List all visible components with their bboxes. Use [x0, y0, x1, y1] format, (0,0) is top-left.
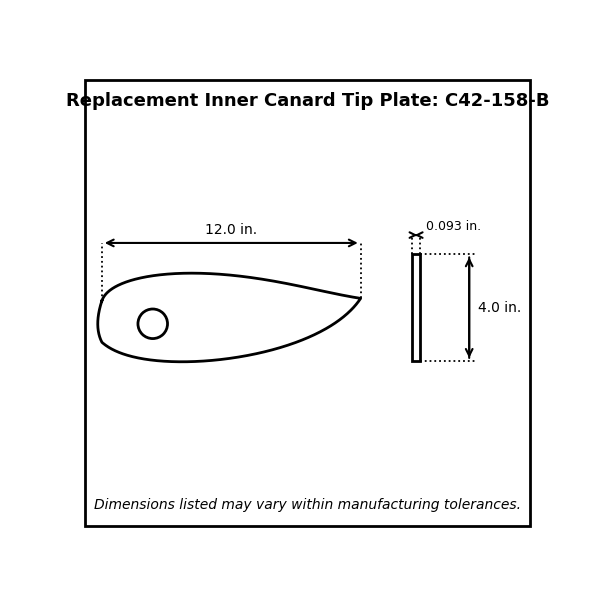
Text: 0.093 in.: 0.093 in. [426, 220, 481, 233]
Bar [412, 254, 420, 361]
Text: Dimensions listed may vary within manufacturing tolerances.: Dimensions listed may vary within manufa… [94, 499, 521, 512]
Text: 12.0 in.: 12.0 in. [205, 223, 257, 238]
Text: 4.0 in.: 4.0 in. [478, 301, 521, 314]
Text: Replacement Inner Canard Tip Plate: C42-158-B: Replacement Inner Canard Tip Plate: C42-… [66, 92, 549, 110]
